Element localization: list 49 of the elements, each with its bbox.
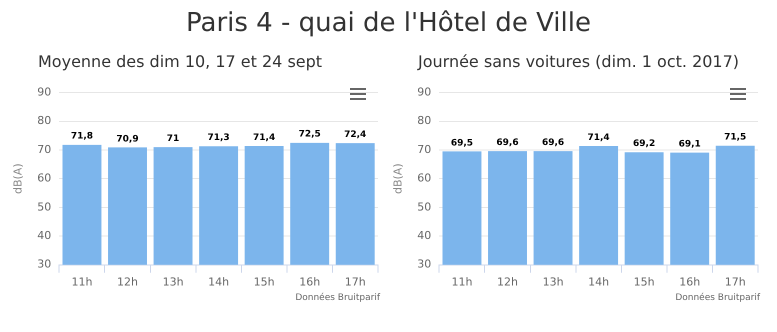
y-tick-label: 60 <box>37 172 52 185</box>
y-tick-label: 70 <box>37 142 52 156</box>
x-tick-label: 11h <box>71 275 92 288</box>
data-label: 69,5 <box>450 138 474 148</box>
y-axis-title: dB(A) <box>11 163 24 194</box>
y-tick-label: 30 <box>37 258 52 271</box>
data-label: 71,3 <box>207 133 230 144</box>
y-tick-label: 80 <box>417 114 432 128</box>
x-tick-label: 15h <box>254 275 275 288</box>
data-label: 70,9 <box>116 134 139 144</box>
y-axis-title: dB(A) <box>391 163 404 194</box>
x-tick-label: 11h <box>451 275 472 288</box>
data-label: 69,6 <box>542 138 564 148</box>
x-tick-label: 13h <box>542 275 564 288</box>
x-tick-label: 14h <box>588 275 610 288</box>
y-tick-label: 40 <box>417 228 432 242</box>
x-tick-label: 17h <box>344 275 366 288</box>
x-tick-label: 12h <box>117 275 138 288</box>
data-label: 71,8 <box>70 132 94 142</box>
chart-subtitle: Journée sans voitures (dim. 1 oct. 2017) <box>416 52 740 73</box>
text: Données Bruitparif <box>295 292 381 303</box>
chart-title: Paris 4 - quai de l'Hôtel de Ville <box>185 8 592 40</box>
y-tick-label: 50 <box>37 200 52 214</box>
x-tick-label: 16h <box>299 275 320 288</box>
text: Données Bruitparif <box>675 292 761 303</box>
data-label: 72,4 <box>344 130 366 140</box>
x-tick-label: 14h <box>208 275 230 288</box>
data-label: 69,2 <box>633 139 656 150</box>
x-tick-label: 15h <box>634 275 655 288</box>
y-tick-label: 60 <box>417 172 432 185</box>
y-tick-label: 40 <box>37 228 52 242</box>
data-label: 69,6 <box>496 138 519 148</box>
y-tick-label: 90 <box>417 85 432 98</box>
data-label: 69,1 <box>678 139 701 150</box>
x-tick-label: 16h <box>679 275 700 288</box>
data-label: 71,4 <box>253 132 276 143</box>
data-label: 71,4 <box>587 132 610 143</box>
x-tick-label: 13h <box>162 275 184 288</box>
data-label: 71,5 <box>724 132 746 143</box>
data-label: 71 <box>166 134 180 144</box>
data-label: 72,5 <box>298 130 321 140</box>
y-tick-label: 90 <box>37 85 52 98</box>
y-tick-label: 80 <box>37 114 52 128</box>
x-tick-label: 17h <box>724 275 746 288</box>
y-tick-label: 30 <box>417 258 432 271</box>
y-tick-label: 50 <box>417 200 432 214</box>
y-tick-label: 70 <box>417 142 432 156</box>
x-tick-label: 12h <box>497 275 518 288</box>
chart-subtitle: Moyenne des dim 10, 17 et 24 sept <box>37 52 324 73</box>
